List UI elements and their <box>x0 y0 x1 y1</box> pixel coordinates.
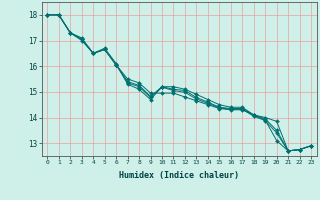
X-axis label: Humidex (Indice chaleur): Humidex (Indice chaleur) <box>119 171 239 180</box>
